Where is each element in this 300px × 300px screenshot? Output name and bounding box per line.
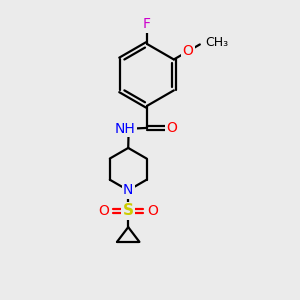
Text: NH: NH [115,122,136,136]
Text: O: O [98,204,109,218]
Text: N: N [123,183,134,197]
Text: O: O [148,204,158,218]
Text: O: O [167,121,178,135]
Text: F: F [143,17,151,31]
Text: O: O [182,44,193,58]
Text: CH₃: CH₃ [205,36,228,49]
Text: S: S [123,203,134,218]
